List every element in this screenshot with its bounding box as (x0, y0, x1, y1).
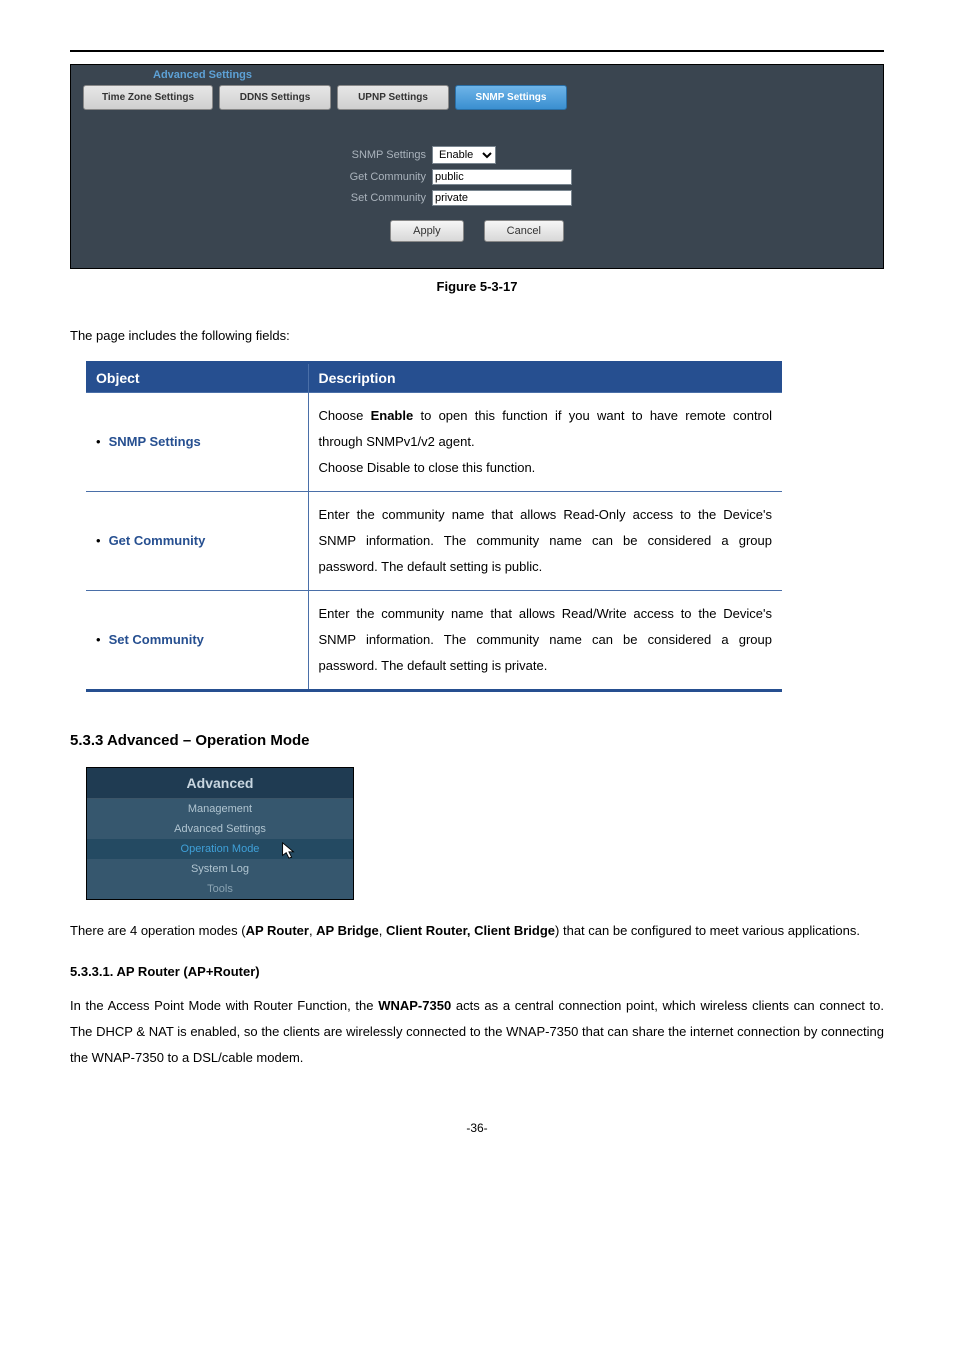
label-set-community: Set Community (122, 192, 432, 204)
section-heading: 5.3.3 Advanced – Operation Mode (70, 732, 884, 749)
th-object: Object (86, 363, 308, 393)
description-cell: Enter the community name that allows Rea… (308, 591, 782, 691)
input-set-community[interactable] (432, 190, 572, 206)
menu-item-advanced-settings[interactable]: Advanced Settings (87, 819, 353, 839)
menu-item-management[interactable]: Management (87, 799, 353, 819)
ap-router-paragraph: In the Access Point Mode with Router Fun… (70, 993, 884, 1071)
object-cell: •Set Community (86, 591, 308, 691)
table-row: •Get CommunityEnter the community name t… (86, 492, 782, 591)
tab-row: Time Zone Settings DDNS Settings UPNP Se… (71, 85, 883, 114)
menu-item-operation-mode[interactable]: Operation Mode (87, 839, 353, 859)
tab-time-zone[interactable]: Time Zone Settings (83, 85, 213, 110)
menu-item-system-log[interactable]: System Log (87, 859, 353, 879)
sub-heading: 5.3.3.1. AP Router (AP+Router) (70, 964, 884, 979)
menu-items: ManagementAdvanced SettingsOperation Mod… (87, 799, 353, 899)
menu-title: Advanced (87, 768, 353, 799)
label-get-community: Get Community (122, 171, 432, 183)
snmp-settings-figure: Advanced Settings Time Zone Settings DDN… (70, 64, 884, 269)
tab-snmp[interactable]: SNMP Settings (455, 85, 567, 110)
description-cell: Enter the community name that allows Rea… (308, 492, 782, 591)
select-snmp-enable[interactable]: Enable (432, 146, 496, 164)
input-get-community[interactable] (432, 169, 572, 185)
page-number: -36- (70, 1121, 884, 1135)
object-cell: •Get Community (86, 492, 308, 591)
apply-button[interactable]: Apply (390, 220, 464, 242)
advanced-menu-figure: Advanced ManagementAdvanced SettingsOper… (86, 767, 354, 900)
tab-upnp[interactable]: UPNP Settings (337, 85, 449, 110)
object-cell: •SNMP Settings (86, 393, 308, 492)
table-body: •SNMP SettingsChoose Enable to open this… (86, 393, 782, 691)
label-snmp-settings: SNMP Settings (122, 149, 432, 161)
description-table: Object Description •SNMP SettingsChoose … (86, 361, 782, 692)
table-row: •Set CommunityEnter the community name t… (86, 591, 782, 691)
cursor-icon (279, 841, 297, 859)
top-rule (70, 50, 884, 52)
table-row: •SNMP SettingsChoose Enable to open this… (86, 393, 782, 492)
th-description: Description (308, 363, 782, 393)
operation-modes-paragraph: There are 4 operation modes (AP Router, … (70, 918, 884, 944)
tab-ddns[interactable]: DDNS Settings (219, 85, 331, 110)
description-cell: Choose Enable to open this function if y… (308, 393, 782, 492)
form-area: SNMP Settings Enable Get Community Set C… (71, 114, 883, 268)
menu-item-tools[interactable]: Tools (87, 879, 353, 899)
figure-title: Advanced Settings (71, 65, 883, 85)
fields-intro: The page includes the following fields: (70, 328, 884, 343)
cancel-button[interactable]: Cancel (484, 220, 564, 242)
figure-caption: Figure 5-3-17 (70, 279, 884, 294)
